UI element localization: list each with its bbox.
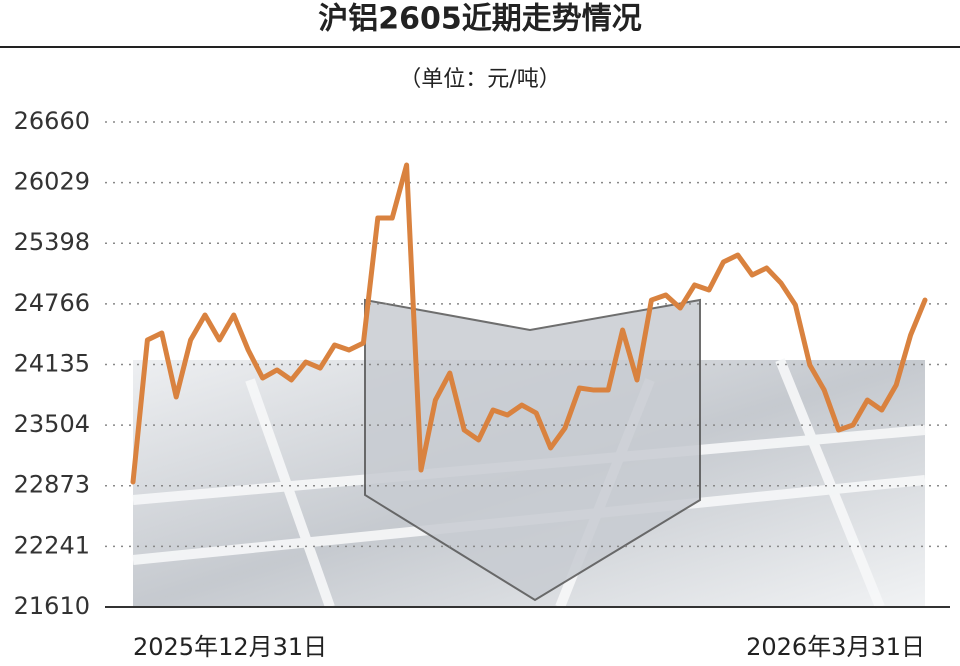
y-tick-label: 23504 <box>14 410 90 438</box>
chart-title: 沪铝2605近期走势情况 <box>318 2 642 37</box>
y-tick-label: 22873 <box>14 471 90 499</box>
y-tick-label: 26660 <box>14 107 90 135</box>
y-tick-label: 24766 <box>14 289 90 317</box>
x-tick-label: 2026年3月31日 <box>746 633 925 661</box>
x-tick-label: 2025年12月31日 <box>133 633 327 661</box>
y-tick-label: 24135 <box>14 350 90 378</box>
chart-subtitle: （单位：元/吨） <box>399 67 560 92</box>
y-tick-label: 26029 <box>14 168 90 196</box>
y-tick-label: 25398 <box>14 228 90 256</box>
price-line <box>130 162 928 485</box>
y-tick-label: 21610 <box>14 592 90 620</box>
y-tick-label: 22241 <box>14 531 90 559</box>
